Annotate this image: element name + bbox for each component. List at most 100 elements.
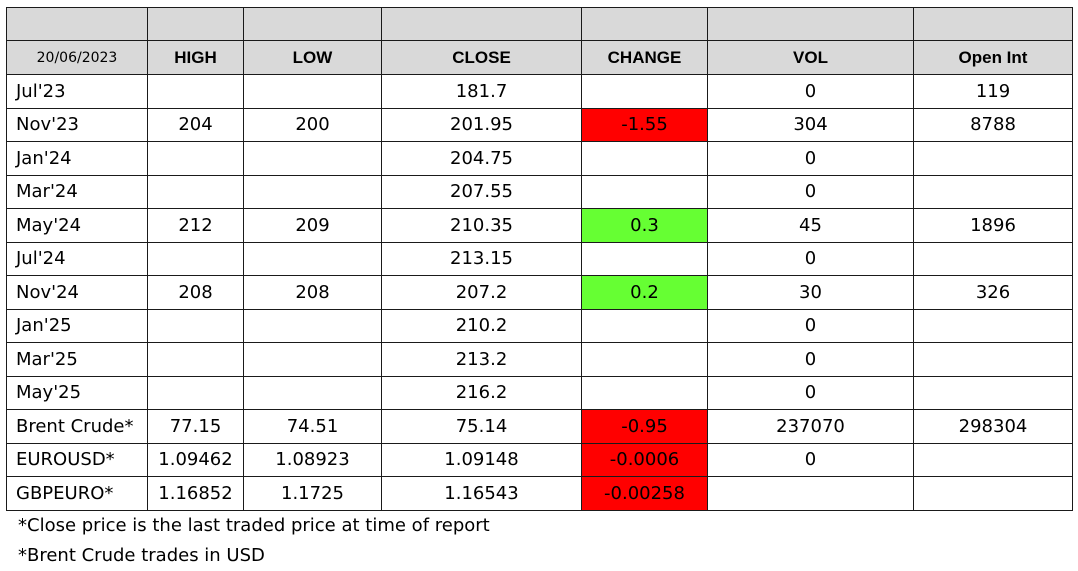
cell-open-int: 298304 — [913, 409, 1073, 444]
cell-change — [581, 241, 708, 276]
cell-low: 200 — [243, 107, 382, 142]
cell-high — [147, 141, 244, 176]
cell-label: May'24 — [6, 208, 148, 243]
cell-low: 208 — [243, 275, 382, 310]
cell-open-int — [913, 342, 1073, 377]
table-row: May'24 212 209 210.35 0.3 45 1896 — [6, 208, 1073, 243]
market-report-table: 20/06/2023 HIGH LOW CLOSE CHANGE VOL Ope… — [6, 7, 1073, 511]
cell-close: 210.2 — [381, 308, 582, 343]
cell-close: 207.2 — [381, 275, 582, 310]
cell-high — [147, 174, 244, 209]
cell-open-int — [913, 442, 1073, 477]
cell-vol — [707, 476, 914, 511]
table-row: Jan'24 204.75 0 — [6, 141, 1073, 176]
cell-high — [147, 241, 244, 276]
cell-vol: 45 — [707, 208, 914, 243]
cell-change — [581, 141, 708, 176]
cell-change — [581, 174, 708, 209]
table-row: Nov'24 208 208 207.2 0.2 30 326 — [6, 275, 1073, 310]
cell-open-int: 8788 — [913, 107, 1073, 142]
cell-close: 207.55 — [381, 174, 582, 209]
cell-change: -1.55 — [581, 107, 708, 142]
cell-vol: 0 — [707, 141, 914, 176]
cell-high — [147, 342, 244, 377]
cell-high: 212 — [147, 208, 244, 243]
cell-low: 1.08923 — [243, 442, 382, 477]
cell-close: 216.2 — [381, 375, 582, 410]
cell-vol: 0 — [707, 308, 914, 343]
cell-label: May'25 — [6, 375, 148, 410]
cell-high: 1.16852 — [147, 476, 244, 511]
cell-low — [243, 375, 382, 410]
cell-low: 74.51 — [243, 409, 382, 444]
cell-change: -0.95 — [581, 409, 708, 444]
cell-low — [243, 74, 382, 109]
header-high: HIGH — [147, 40, 244, 75]
cell-vol: 0 — [707, 342, 914, 377]
cell-high: 1.09462 — [147, 442, 244, 477]
cell-high — [147, 375, 244, 410]
cell-vol: 237070 — [707, 409, 914, 444]
report-date: 20/06/2023 — [6, 40, 148, 75]
cell-low — [243, 141, 382, 176]
cell-high: 77.15 — [147, 409, 244, 444]
cell-change — [581, 308, 708, 343]
cell-open-int — [913, 476, 1073, 511]
cell-change: 0.3 — [581, 208, 708, 243]
cell-high: 208 — [147, 275, 244, 310]
cell-change: -0.0006 — [581, 442, 708, 477]
cell-label: Nov'24 — [6, 275, 148, 310]
cell-low — [243, 342, 382, 377]
cell-open-int — [913, 174, 1073, 209]
cell-low — [243, 241, 382, 276]
brent-currency-note: *Brent Crude trades in USD — [18, 545, 265, 566]
cell-open-int — [913, 241, 1073, 276]
cell-high — [147, 74, 244, 109]
header-close: CLOSE — [381, 40, 582, 75]
header-vol: VOL — [707, 40, 914, 75]
cell-high — [147, 308, 244, 343]
blank-header-cell — [707, 7, 914, 41]
cell-vol: 0 — [707, 375, 914, 410]
blank-header-cell — [913, 7, 1073, 41]
cell-close: 204.75 — [381, 141, 582, 176]
blank-header-cell — [147, 7, 244, 41]
cell-label: Jan'25 — [6, 308, 148, 343]
cell-close: 1.16543 — [381, 476, 582, 511]
cell-low — [243, 308, 382, 343]
cell-label: Mar'25 — [6, 342, 148, 377]
cell-close: 213.2 — [381, 342, 582, 377]
blank-header-cell — [581, 7, 708, 41]
cell-close: 213.15 — [381, 241, 582, 276]
cell-open-int — [913, 308, 1073, 343]
cell-change — [581, 342, 708, 377]
cell-label: Jul'23 — [6, 74, 148, 109]
cell-vol: 304 — [707, 107, 914, 142]
table-row: Mar'25 213.2 0 — [6, 342, 1073, 377]
table-row: May'25 216.2 0 — [6, 375, 1073, 410]
table-row: Jul'23 181.7 0 119 — [6, 74, 1073, 109]
cell-high: 204 — [147, 107, 244, 142]
header-change: CHANGE — [581, 40, 708, 75]
cell-open-int: 1896 — [913, 208, 1073, 243]
table-row: Jan'25 210.2 0 — [6, 308, 1073, 343]
cell-close: 210.35 — [381, 208, 582, 243]
cell-label: Jul'24 — [6, 241, 148, 276]
cell-close: 75.14 — [381, 409, 582, 444]
cell-change: -0.00258 — [581, 476, 708, 511]
cell-low: 209 — [243, 208, 382, 243]
blank-header-cell — [6, 7, 148, 41]
cell-label: Jan'24 — [6, 141, 148, 176]
cell-open-int — [913, 141, 1073, 176]
cell-label: GBPEURO* — [6, 476, 148, 511]
close-price-note: *Close price is the last traded price at… — [18, 515, 490, 536]
cell-change: 0.2 — [581, 275, 708, 310]
cell-change — [581, 375, 708, 410]
cell-close: 201.95 — [381, 107, 582, 142]
cell-vol: 0 — [707, 442, 914, 477]
cell-open-int: 119 — [913, 74, 1073, 109]
table-row: Jul'24 213.15 0 — [6, 241, 1073, 276]
cell-open-int — [913, 375, 1073, 410]
cell-low: 1.1725 — [243, 476, 382, 511]
blank-header-cell — [243, 7, 382, 41]
